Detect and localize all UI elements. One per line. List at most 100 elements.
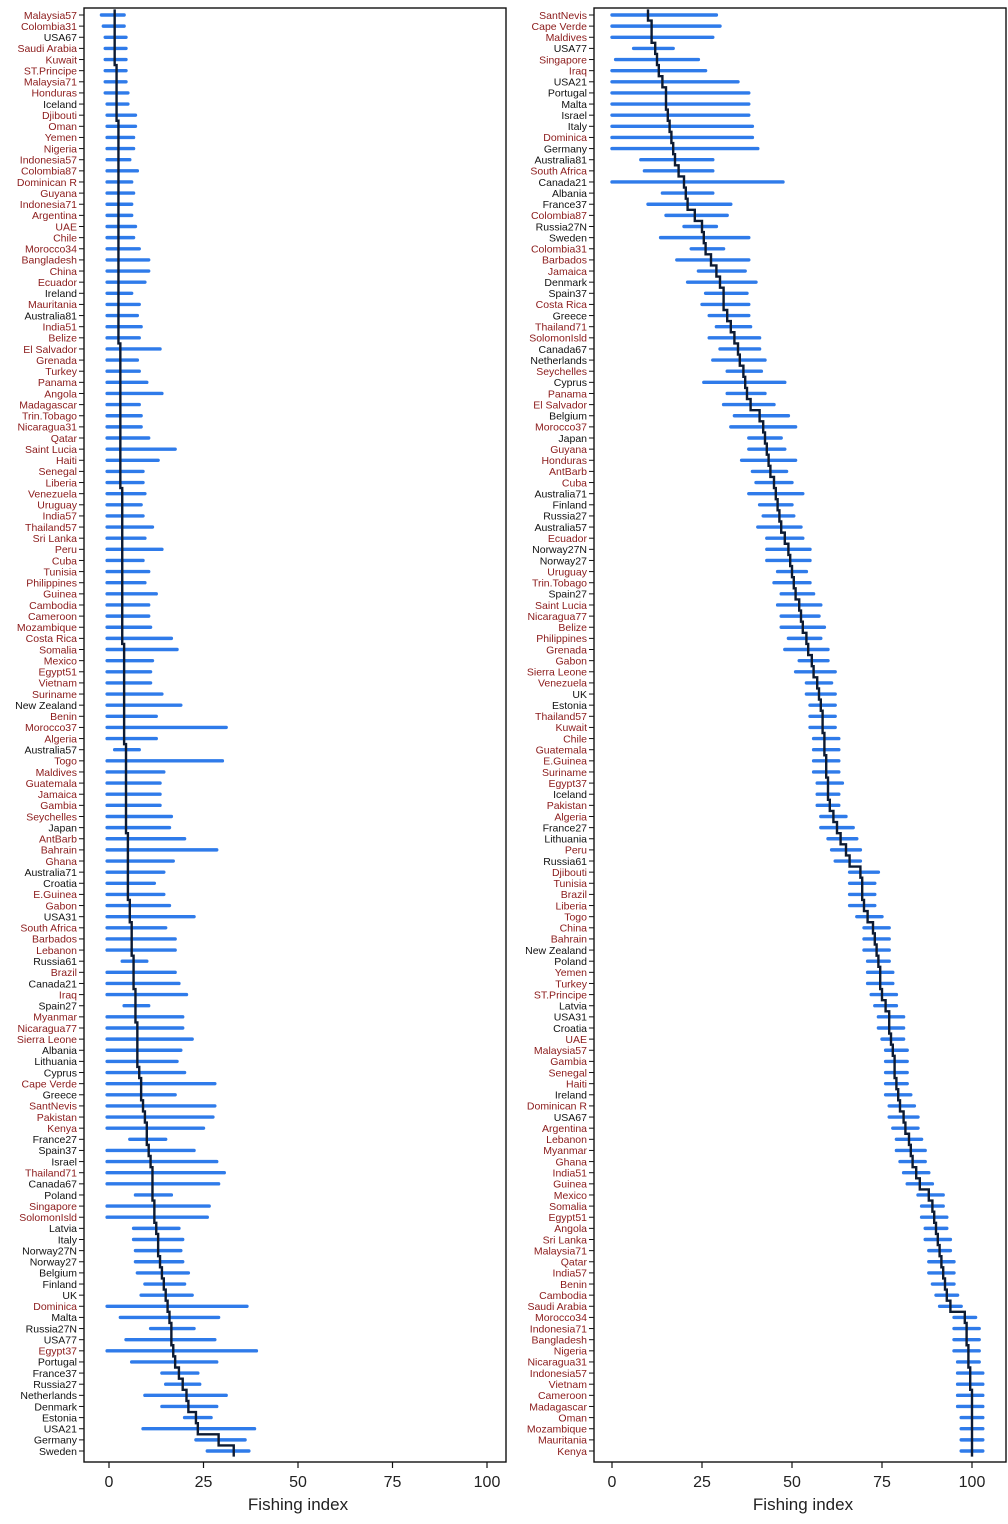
category-label: Saudi Arabia bbox=[17, 43, 77, 55]
category-label: Seychelles bbox=[536, 366, 587, 378]
category-label: SantNevis bbox=[29, 1101, 77, 1113]
category-label: Egypt51 bbox=[548, 1212, 587, 1224]
category-label: Benin bbox=[560, 1279, 587, 1291]
category-label: India51 bbox=[43, 321, 78, 333]
category-label: USA77 bbox=[554, 43, 587, 55]
category-label: El Salvador bbox=[533, 399, 587, 411]
category-label: Tunisia bbox=[554, 878, 588, 890]
category-label: Philippines bbox=[536, 633, 587, 645]
x-tick-label: 100 bbox=[959, 1474, 986, 1491]
category-label: Philippines bbox=[26, 578, 77, 590]
category-label: Cambodia bbox=[29, 600, 77, 612]
category-label: Dominican R bbox=[527, 1101, 588, 1113]
x-tick-label: 50 bbox=[289, 1474, 307, 1491]
category-label: Grenada bbox=[36, 355, 77, 367]
category-label: Panama bbox=[548, 388, 587, 400]
category-label: Costa Rica bbox=[536, 299, 588, 311]
category-label: Myanmar bbox=[543, 1145, 587, 1157]
category-label: USA77 bbox=[44, 1334, 77, 1346]
category-label: India57 bbox=[553, 1268, 588, 1280]
category-label: Mexico bbox=[44, 655, 77, 667]
category-label: Cape Verde bbox=[532, 21, 588, 33]
category-label: Australia57 bbox=[534, 522, 587, 534]
category-label: Somalia bbox=[549, 1201, 587, 1213]
category-label: Latvia bbox=[49, 1223, 77, 1235]
category-label: Guyana bbox=[40, 188, 77, 200]
category-label: Nigeria bbox=[44, 143, 77, 155]
category-label: Dominica bbox=[33, 1301, 77, 1313]
category-label: Colombia87 bbox=[531, 210, 587, 222]
category-label: Japan bbox=[48, 822, 77, 834]
category-label: Netherlands bbox=[530, 355, 587, 367]
category-label: Peru bbox=[55, 544, 77, 556]
category-label: Australia71 bbox=[24, 867, 77, 879]
category-label: SolomonIsld bbox=[19, 1212, 77, 1224]
category-label: Brazil bbox=[561, 889, 587, 901]
category-label: Turkey bbox=[555, 978, 587, 990]
category-label: Somalia bbox=[39, 644, 77, 656]
category-label: Israel bbox=[561, 110, 587, 122]
category-label: Oman bbox=[558, 1412, 587, 1424]
category-label: Venezuela bbox=[28, 488, 77, 500]
category-label: Uruguay bbox=[547, 566, 587, 578]
x-tick-label: 50 bbox=[783, 1474, 801, 1491]
category-label: UK bbox=[572, 689, 587, 701]
category-label: Australia81 bbox=[24, 310, 77, 322]
category-label: Turkey bbox=[45, 366, 77, 378]
category-label: Ireland bbox=[45, 288, 77, 300]
category-label: Egypt51 bbox=[38, 667, 77, 679]
category-label: Ghana bbox=[45, 856, 77, 868]
category-label: Belize bbox=[48, 333, 77, 345]
category-label: Croatia bbox=[553, 1023, 587, 1035]
category-label: Argentina bbox=[32, 210, 77, 222]
category-label: Maldives bbox=[546, 32, 587, 44]
category-label: Kuwait bbox=[555, 722, 587, 734]
category-label: Cyprus bbox=[44, 1067, 77, 1079]
category-label: Colombia31 bbox=[531, 244, 587, 256]
category-label: Mexico bbox=[554, 1190, 587, 1202]
category-label: Lebanon bbox=[36, 945, 77, 957]
category-label: SolomonIsld bbox=[529, 333, 587, 345]
category-label: Maldives bbox=[36, 767, 77, 779]
category-label: Mozambique bbox=[527, 1424, 587, 1436]
category-label: Egypt37 bbox=[38, 1346, 77, 1358]
category-label: Colombia31 bbox=[21, 21, 77, 33]
category-label: Spain27 bbox=[548, 589, 587, 601]
category-label: Saint Lucia bbox=[25, 444, 77, 456]
category-label: Bangladesh bbox=[532, 1334, 588, 1346]
category-label: Lithuania bbox=[34, 1056, 77, 1068]
category-label: Poland bbox=[554, 956, 587, 968]
category-label: Belgium bbox=[549, 411, 587, 423]
category-label: Jamaica bbox=[548, 266, 587, 278]
category-label: Venezuela bbox=[538, 678, 587, 690]
category-label: Peru bbox=[565, 845, 587, 857]
category-label: Vietnam bbox=[39, 678, 78, 690]
category-label: Gabon bbox=[555, 655, 587, 667]
category-label: Canada67 bbox=[539, 344, 588, 356]
category-label: Mozambique bbox=[17, 622, 77, 634]
category-label: Gambia bbox=[550, 1056, 587, 1068]
x-tick-label: 0 bbox=[608, 1474, 617, 1491]
category-label: Norway27 bbox=[30, 1257, 77, 1269]
category-label: UAE bbox=[55, 221, 77, 233]
category-label: Norway27N bbox=[22, 1245, 77, 1257]
category-label: South Africa bbox=[530, 166, 587, 178]
category-label: Djibouti bbox=[552, 867, 587, 879]
category-label: Estonia bbox=[42, 1412, 77, 1424]
category-label: Germany bbox=[544, 143, 588, 155]
category-label: E.Guinea bbox=[33, 889, 77, 901]
category-label: Barbados bbox=[32, 934, 77, 946]
category-label: Cape Verde bbox=[22, 1078, 78, 1090]
category-label: AntBarb bbox=[39, 834, 77, 846]
category-label: USA21 bbox=[44, 1424, 77, 1436]
category-label: Madagascar bbox=[529, 1401, 587, 1413]
category-label: Malaysia57 bbox=[24, 10, 77, 22]
category-label: Kenya bbox=[557, 1446, 587, 1458]
category-label: Iraq bbox=[59, 989, 77, 1001]
category-label: Japan bbox=[558, 433, 587, 445]
category-label: Russia27 bbox=[543, 511, 587, 523]
category-label: Pakistan bbox=[547, 800, 587, 812]
category-label: Gabon bbox=[45, 900, 77, 912]
